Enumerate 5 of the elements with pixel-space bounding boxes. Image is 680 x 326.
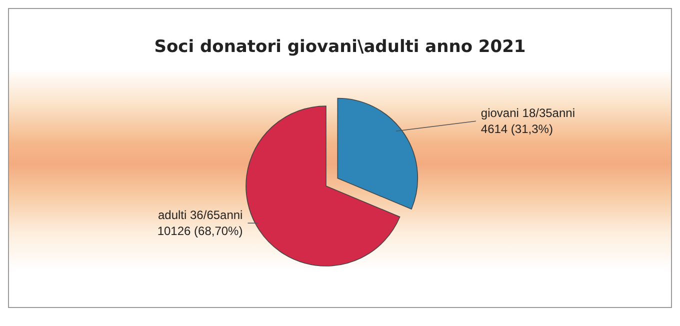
data-label: 4614 (31,3%) <box>480 122 553 136</box>
slice-label: adulti 36/65anni <box>158 208 243 222</box>
chart-title: Soci donatori giovani\adulti anno 2021 <box>153 37 527 57</box>
data-label: 10126 (68,70%) <box>157 224 243 238</box>
slice-label: giovani 18/35anni <box>480 106 575 120</box>
